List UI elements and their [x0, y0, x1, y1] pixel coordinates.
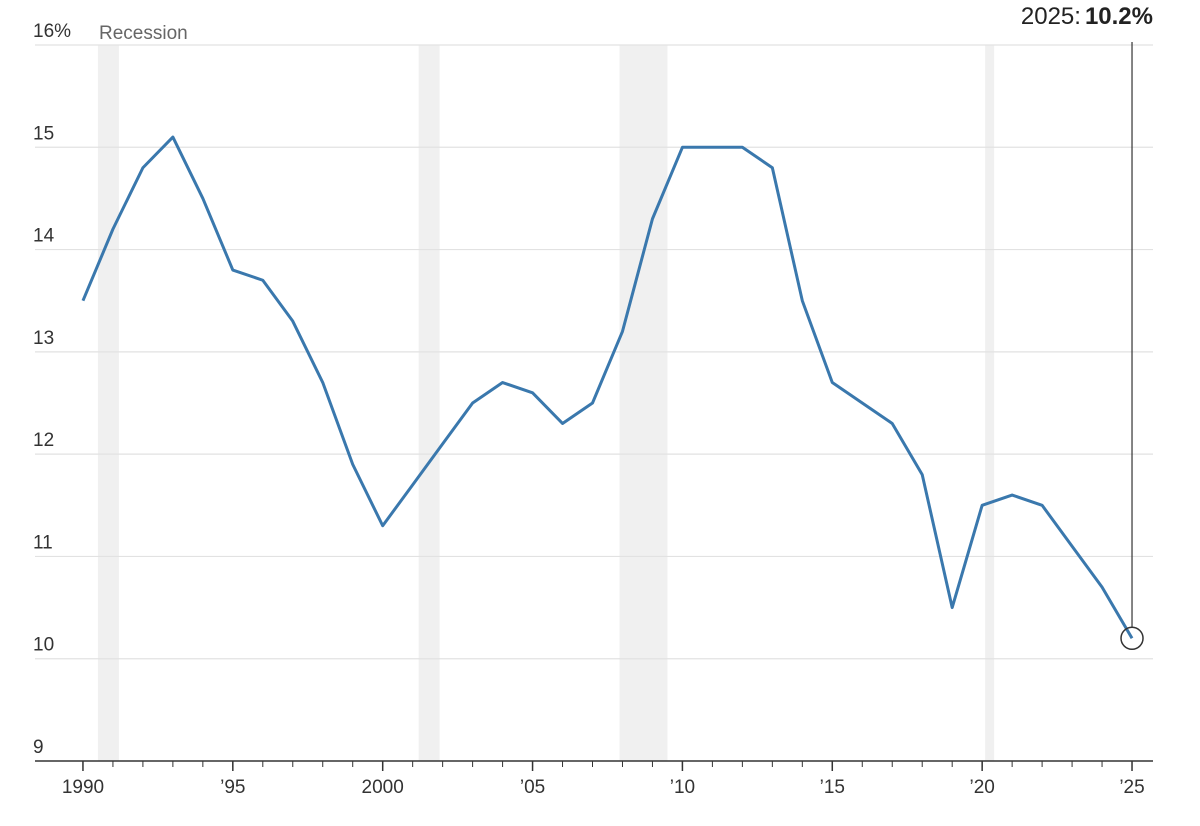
- y-tick-label: 12: [33, 430, 54, 451]
- y-tick-label: 15: [33, 123, 54, 144]
- annotation: 2025: 10.2%: [1021, 3, 1153, 30]
- x-tick-label: ’25: [1119, 777, 1144, 798]
- plot: 9 10 11 12 13 14 15 16% 1990 ’95 2000 ’05 ’10 ’15 ’20 ’…: [33, 21, 1153, 798]
- y-tick-label: 9: [33, 737, 44, 758]
- x-tick-label: 1990: [62, 777, 104, 798]
- y-tick-label: 14: [33, 226, 55, 247]
- x-tick-label: ’20: [969, 777, 994, 798]
- y-tick-label: 13: [33, 328, 54, 349]
- annotation-year: 2025:: [1021, 3, 1081, 30]
- x-tick-label: ’15: [820, 777, 845, 798]
- x-tick-label: ’95: [220, 777, 245, 798]
- y-tick-label: 16%: [33, 21, 71, 42]
- recession-band: [985, 45, 995, 761]
- end-marker: [1120, 626, 1144, 651]
- x-tick-label: ’05: [520, 777, 545, 798]
- recession-band: [97, 45, 119, 761]
- data-line: [81, 135, 1134, 640]
- y-tick-label: 10: [33, 635, 54, 656]
- x-tick-label: 2000: [362, 777, 404, 798]
- x-tick-label: ’10: [670, 777, 695, 798]
- recession-band: [619, 45, 668, 761]
- recession-band: [418, 45, 440, 761]
- annotation-value: 10.2%: [1085, 3, 1153, 30]
- recession-label: Recession: [99, 23, 188, 44]
- y-tick-label: 11: [33, 532, 53, 553]
